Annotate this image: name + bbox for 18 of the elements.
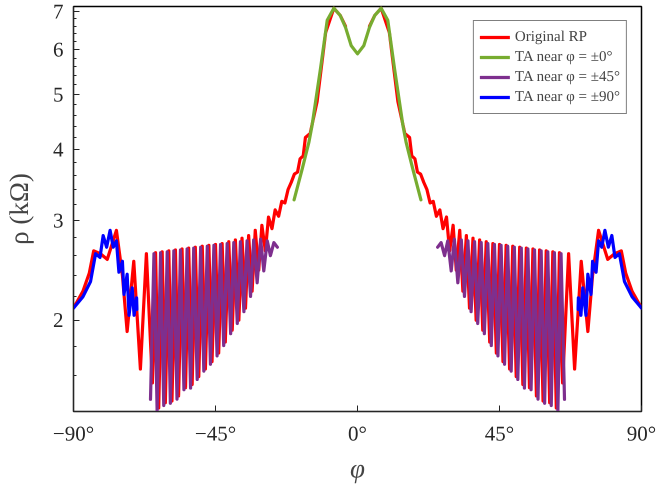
legend-label: Original RP (514, 28, 587, 46)
y-tick-label: 7 (53, 0, 64, 24)
x-tick-label: 45° (484, 422, 514, 446)
y-tick-label: 3 (53, 208, 64, 232)
x-tick-label: −45° (194, 422, 236, 446)
legend-label: TA near φ = ±45° (514, 68, 620, 86)
y-tick-label: 4 (53, 137, 64, 162)
y-tick-label: 2 (53, 308, 64, 332)
legend-label: TA near φ = ±0° (514, 48, 612, 66)
y-tick-label: 6 (53, 38, 64, 62)
x-tick-label: −90° (52, 422, 94, 446)
y-tick-label: 5 (53, 82, 64, 107)
x-axis-title: φ (350, 454, 366, 484)
line-series (292, 6, 423, 202)
legend-label: TA near φ = ±90° (514, 88, 620, 106)
y-axis-title: ρ (kΩ) (4, 173, 34, 245)
x-tick-label: 0° (348, 422, 367, 446)
x-tick-label: 90° (626, 422, 656, 446)
